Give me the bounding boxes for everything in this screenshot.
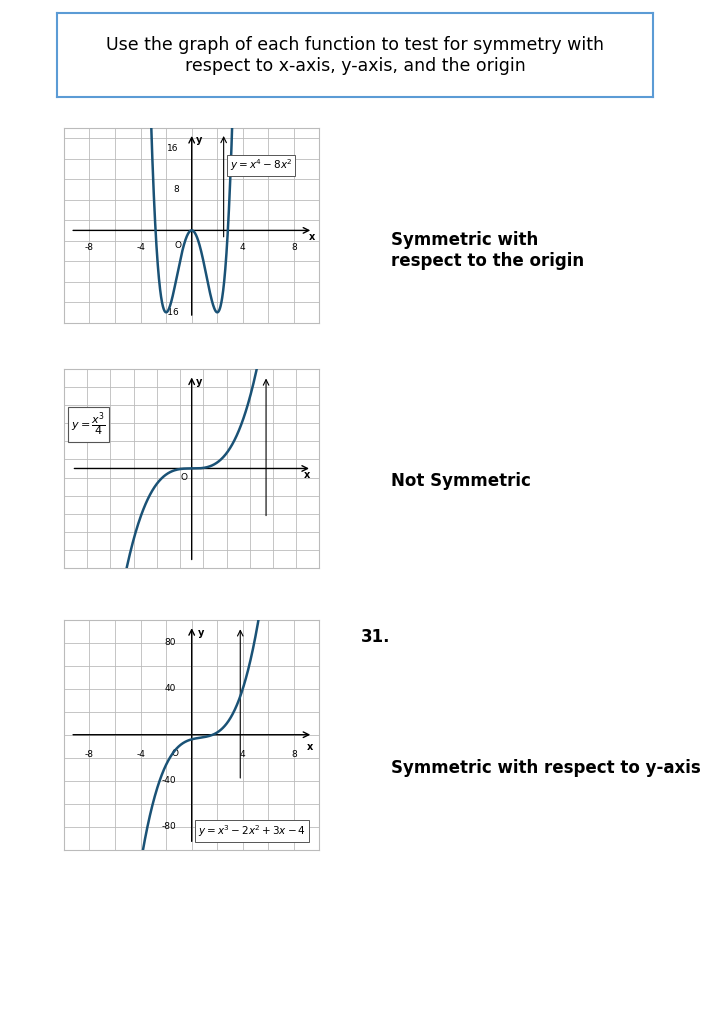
Text: y: y — [198, 628, 204, 638]
Text: 4: 4 — [240, 750, 246, 759]
Text: Not Symmetric: Not Symmetric — [391, 472, 530, 490]
Text: 4: 4 — [240, 243, 246, 252]
Text: 80: 80 — [165, 638, 176, 647]
Text: -8: -8 — [85, 243, 94, 252]
Text: x: x — [304, 470, 310, 480]
Text: $y =\dfrac{x^3}{4}$: $y =\dfrac{x^3}{4}$ — [71, 411, 106, 438]
Text: 8: 8 — [291, 243, 297, 252]
Text: 8: 8 — [291, 750, 297, 759]
Text: $y = x^3- 2x^2 +3x - 4$: $y = x^3- 2x^2 +3x - 4$ — [198, 823, 306, 839]
Text: $y=x^4-8x^2$: $y=x^4-8x^2$ — [230, 157, 293, 173]
Text: O: O — [175, 241, 182, 250]
Text: x: x — [307, 742, 313, 753]
Text: y: y — [196, 135, 202, 145]
Text: Use the graph of each function to test for symmetry with
respect to x-axis, y-ax: Use the graph of each function to test f… — [106, 36, 604, 75]
Text: O: O — [180, 473, 187, 482]
Text: Symmetric with respect to y-axis: Symmetric with respect to y-axis — [391, 759, 700, 777]
Text: 8: 8 — [173, 185, 179, 194]
Text: -4: -4 — [136, 750, 145, 759]
Text: -8: -8 — [85, 750, 94, 759]
Text: -80: -80 — [162, 822, 176, 831]
Text: 31.: 31. — [361, 628, 391, 646]
Text: 40: 40 — [165, 684, 176, 693]
Text: O: O — [172, 749, 179, 758]
Text: -40: -40 — [162, 776, 176, 785]
Text: 16: 16 — [168, 144, 179, 153]
Text: Symmetric with
respect to the origin: Symmetric with respect to the origin — [391, 231, 584, 270]
Text: -16: -16 — [164, 308, 179, 316]
Text: -4: -4 — [136, 243, 145, 252]
Text: y: y — [197, 377, 203, 387]
Text: x: x — [310, 231, 315, 242]
